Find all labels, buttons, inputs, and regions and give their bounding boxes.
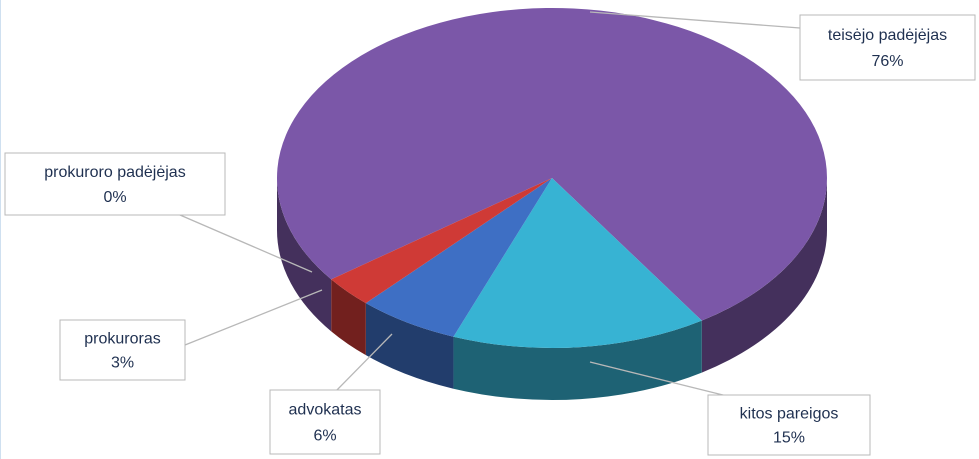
value-label: 3% [111,354,134,371]
pie-side [365,303,454,389]
leader-line [589,361,736,399]
value-label: 76% [871,53,903,70]
label-box [59,319,186,381]
leader-line [184,289,323,346]
label-box [707,394,871,456]
category-label: advokatas [289,402,362,419]
leader-line [179,214,313,273]
pie-side [331,279,366,356]
pie-sides [277,178,827,400]
labels: teisėjo padėjėjas 76% kitos pareigos 15% adv… [4,11,976,456]
pie-tops [277,8,828,348]
value-label: 6% [313,427,336,444]
category-label: teisėjo padėjėjas [828,27,947,44]
category-label: prokuroras [84,330,160,347]
pie-side [701,178,827,373]
leader-line [589,11,801,29]
leader-line [334,333,393,393]
category-label: prokuroro padėjėjas [44,164,185,181]
pie-side [277,178,332,332]
label-box [799,14,976,81]
value-label: 15% [773,429,805,446]
value-label: 0% [103,189,126,206]
pie-slice [277,8,828,321]
pie-slice [365,178,552,337]
pie-side [453,320,702,400]
pie-slice [453,178,702,348]
pie-slice [331,178,552,304]
category-label: kitos pareigos [740,405,839,422]
label-box [269,389,381,455]
label-box [4,152,226,216]
